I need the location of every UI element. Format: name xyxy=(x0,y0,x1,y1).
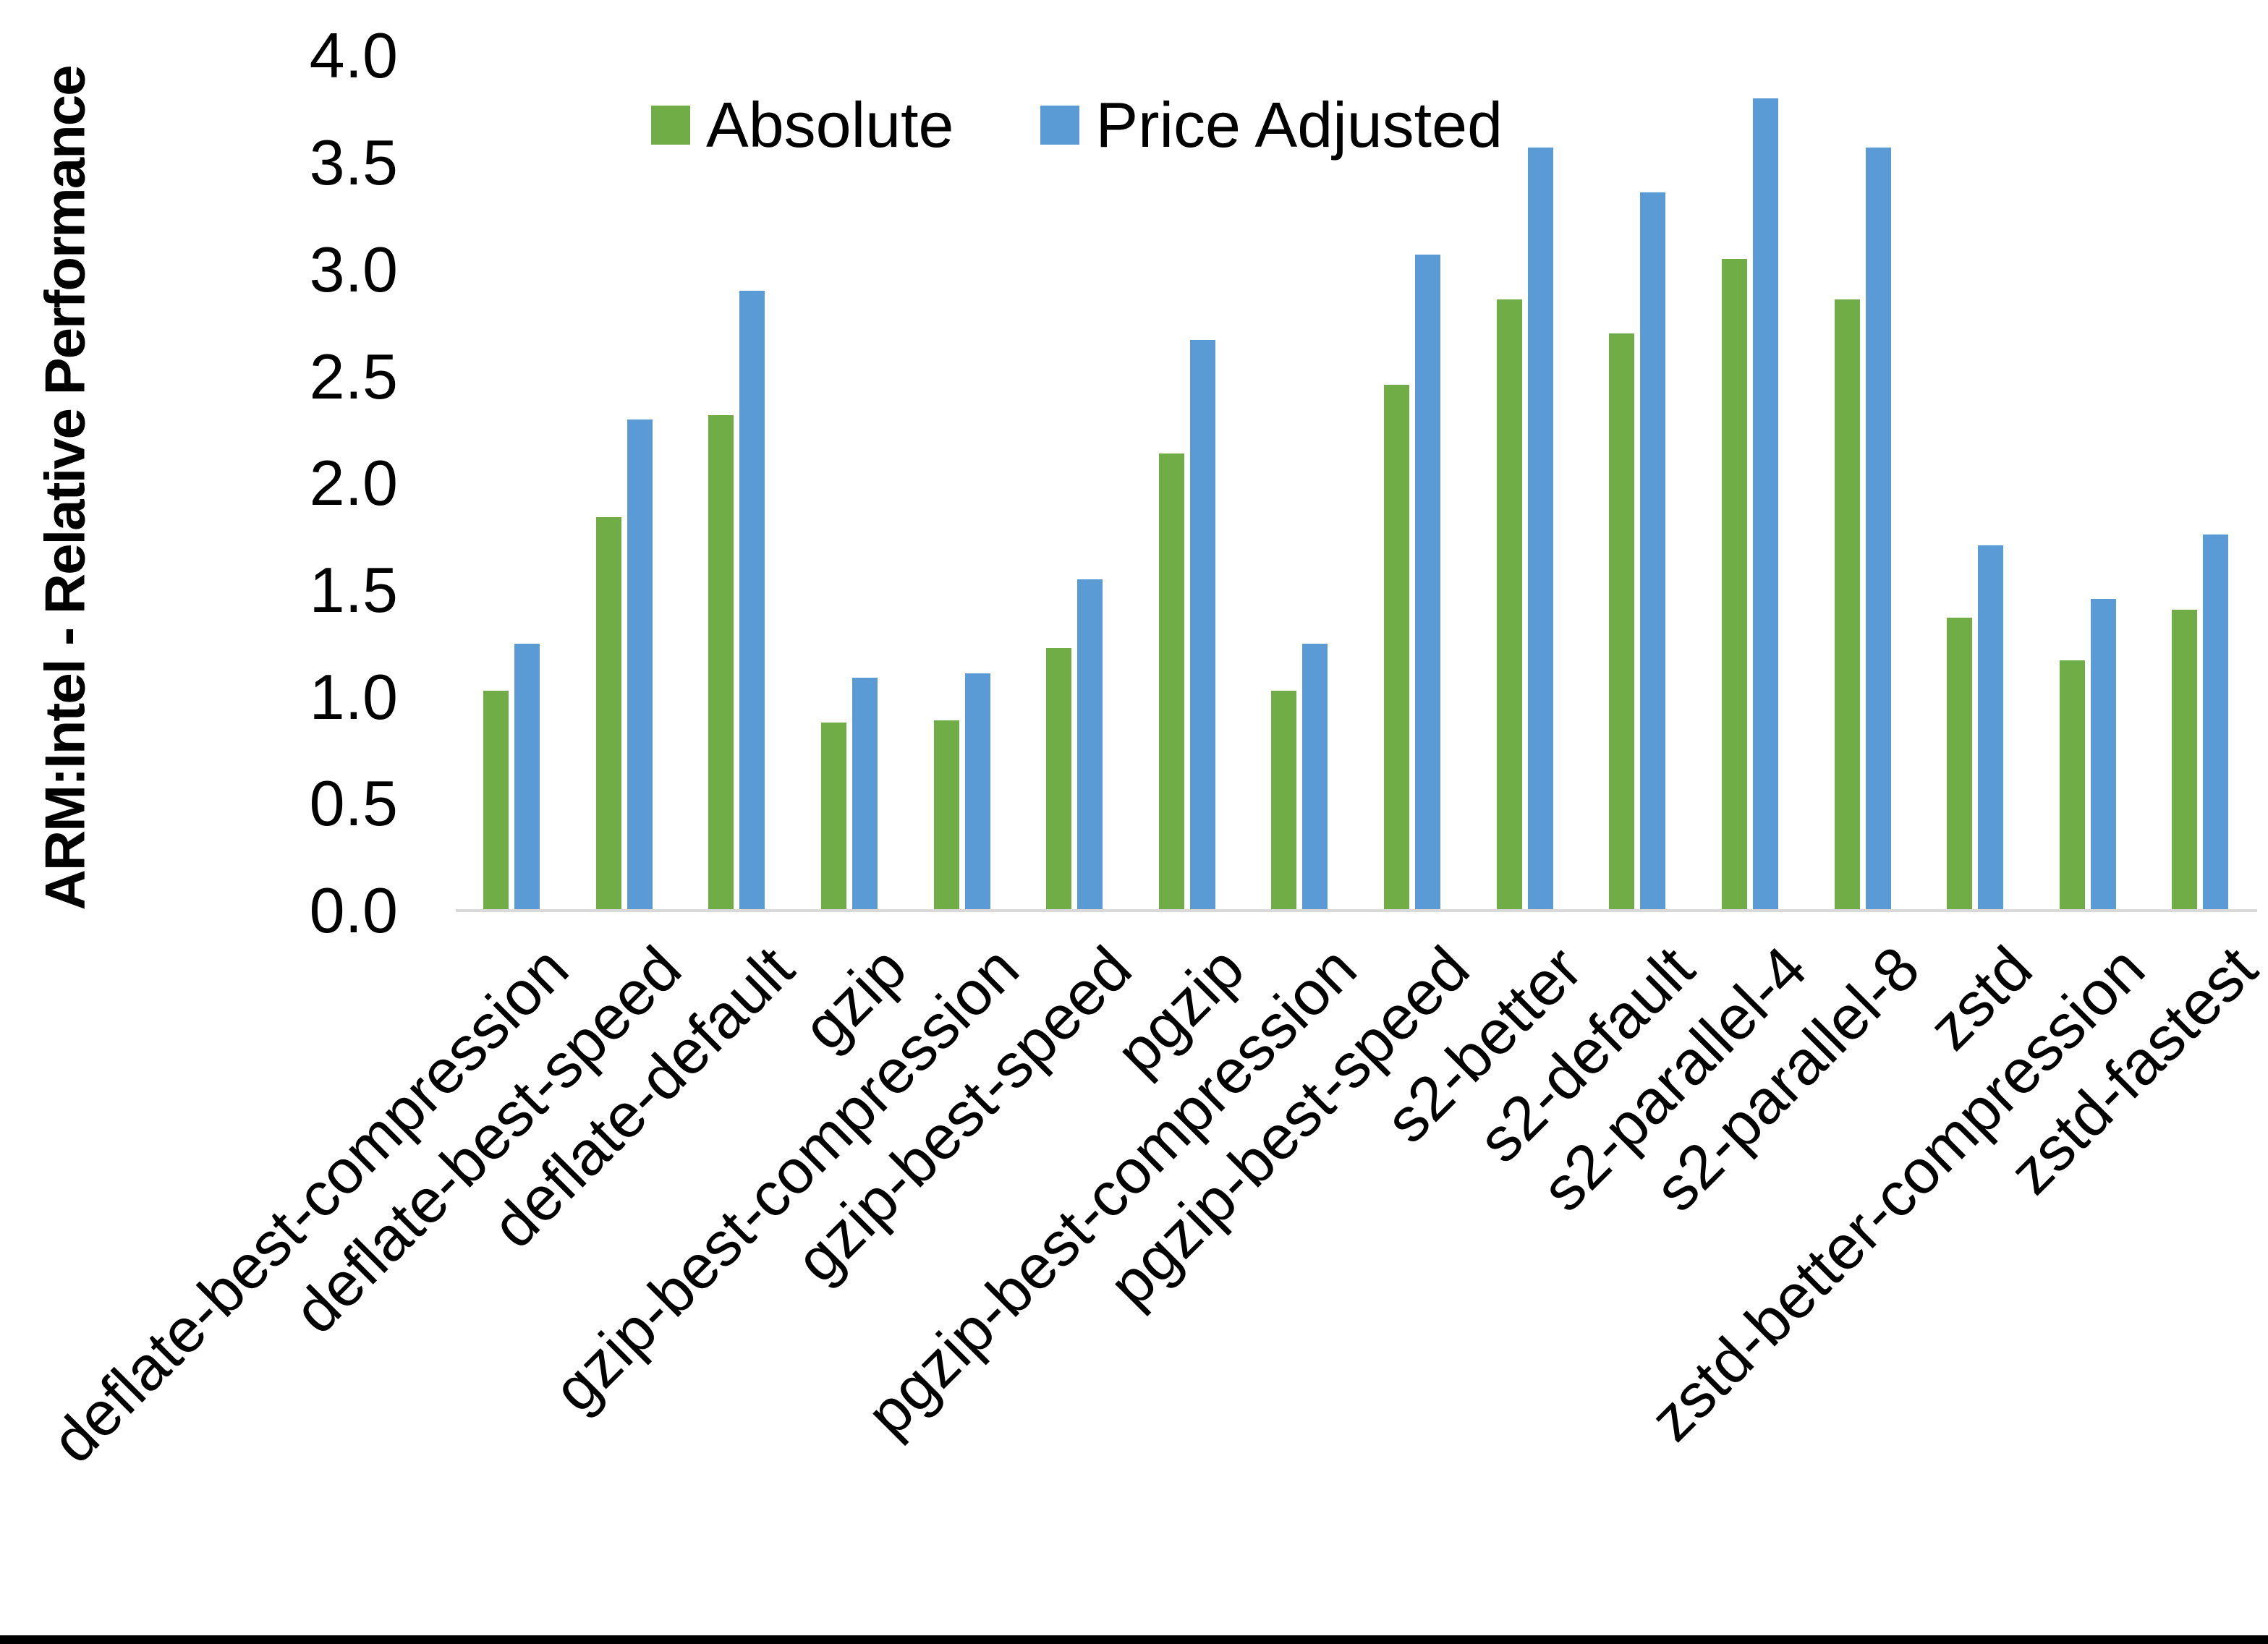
bar-gzip-best-compression-price-adjusted xyxy=(964,673,990,911)
bar-zstd-better-compression-absolute xyxy=(2059,660,2085,911)
y-tick-label-1.0: 1.0 xyxy=(309,660,398,733)
y-tick-label-3.5: 3.5 xyxy=(309,127,398,199)
x-axis-line xyxy=(456,909,2257,912)
legend-item-price-adjusted: Price Adjusted xyxy=(1040,88,1503,162)
bar-s2-parallel-4-absolute xyxy=(1721,259,1747,911)
bar-s2-better-price-adjusted xyxy=(1527,148,1553,911)
y-tick-label-2.5: 2.5 xyxy=(309,340,398,412)
bar-gzip-price-adjusted xyxy=(851,678,878,911)
legend-label-price-adjusted: Price Adjusted xyxy=(1095,89,1503,161)
bar-pgzip-absolute xyxy=(1158,453,1184,911)
y-tick-label-3.0: 3.0 xyxy=(309,233,398,305)
y-tick-label-4.0: 4.0 xyxy=(309,20,398,92)
bar-zstd-fastest-price-adjusted xyxy=(2203,534,2229,911)
bar-deflate-best-speed-absolute xyxy=(595,517,621,911)
legend-swatch-absolute xyxy=(651,106,690,145)
y-tick-label-0.0: 0.0 xyxy=(309,874,398,946)
legend-swatch-price-adjusted xyxy=(1040,106,1080,145)
bar-deflate-best-speed-price-adjusted xyxy=(627,419,653,911)
y-axis-title: ARM:Intel - Relative Performance xyxy=(33,66,97,911)
y-tick-label-0.5: 0.5 xyxy=(309,767,398,840)
bar-s2-parallel-8-price-adjusted xyxy=(1865,148,1891,911)
legend: Absolute Price Adjusted xyxy=(651,88,1503,162)
bar-pgzip-price-adjusted xyxy=(1189,340,1215,911)
plot-area xyxy=(456,56,2257,911)
bar-s2-parallel-8-absolute xyxy=(1834,299,1860,911)
bar-pgzip-best-compression-price-adjusted xyxy=(1302,643,1328,911)
bar-deflate-best-compression-price-adjusted xyxy=(514,643,540,911)
bar-gzip-best-compression-absolute xyxy=(933,720,959,911)
bar-pgzip-best-compression-absolute xyxy=(1271,690,1297,911)
legend-label-absolute: Absolute xyxy=(706,89,954,161)
bar-s2-parallel-4-price-adjusted xyxy=(1752,98,1778,911)
bar-deflate-default-price-adjusted xyxy=(739,291,765,911)
legend-item-absolute: Absolute xyxy=(651,88,954,162)
bar-zstd-fastest-absolute xyxy=(2172,609,2198,911)
bar-s2-default-absolute xyxy=(1609,333,1635,911)
bar-s2-default-price-adjusted xyxy=(1640,192,1666,911)
bar-deflate-default-absolute xyxy=(708,414,734,911)
bar-gzip-best-speed-absolute xyxy=(1046,647,1072,911)
bar-zstd-absolute xyxy=(1947,618,1973,911)
bar-s2-better-absolute xyxy=(1496,299,1522,911)
bar-gzip-best-speed-price-adjusted xyxy=(1077,579,1103,911)
bar-deflate-best-compression-absolute xyxy=(483,690,509,911)
bar-gzip-absolute xyxy=(820,723,846,911)
bar-pgzip-best-speed-absolute xyxy=(1384,385,1409,911)
bottom-border-line xyxy=(0,1635,2268,1644)
bar-zstd-better-compression-price-adjusted xyxy=(2090,598,2116,911)
y-tick-label-2.0: 2.0 xyxy=(309,447,398,519)
bar-zstd-price-adjusted xyxy=(1978,545,2004,911)
bar-pgzip-best-speed-price-adjusted xyxy=(1415,255,1440,911)
y-tick-label-1.5: 1.5 xyxy=(309,553,398,626)
